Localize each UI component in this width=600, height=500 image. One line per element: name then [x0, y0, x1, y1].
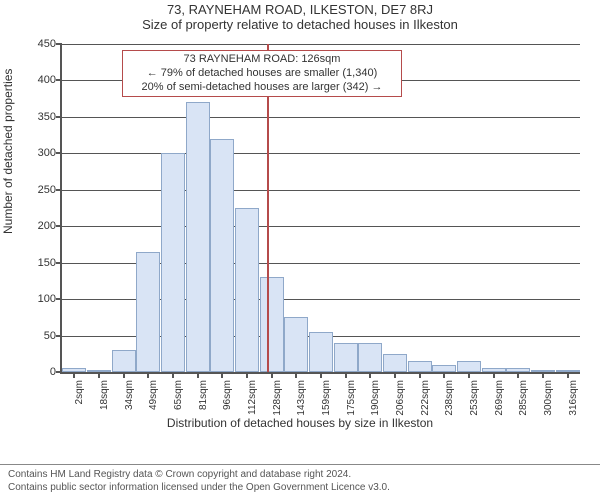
histogram-bar	[432, 365, 456, 372]
gridline-h	[62, 44, 580, 45]
x-axis-label: Distribution of detached houses by size …	[0, 416, 600, 430]
x-tick-mark	[123, 372, 125, 378]
x-tick-label: 269sqm	[494, 380, 505, 416]
y-tick-mark	[56, 189, 62, 191]
x-tick-label: 143sqm	[296, 380, 307, 416]
page-title-address: 73, RAYNEHAM ROAD, ILKESTON, DE7 8RJ	[0, 0, 600, 17]
x-tick-label: 159sqm	[321, 380, 332, 416]
x-tick-mark	[172, 372, 174, 378]
histogram-bar	[112, 350, 136, 372]
x-tick-mark	[345, 372, 347, 378]
x-tick-mark	[295, 372, 297, 378]
histogram-bar	[309, 332, 333, 372]
histogram-bar	[210, 139, 234, 372]
x-tick-label: 49sqm	[148, 380, 159, 410]
annotation-line: 20% of semi-detached houses are larger (…	[127, 81, 397, 95]
x-tick-label: 81sqm	[198, 380, 209, 410]
x-tick-mark	[73, 372, 75, 378]
histogram-bar	[235, 208, 259, 372]
footer-line-1: Contains HM Land Registry data © Crown c…	[8, 469, 592, 482]
x-tick-label: 112sqm	[247, 380, 258, 415]
gridline-h	[62, 226, 580, 227]
x-tick-mark	[493, 372, 495, 378]
y-tick-mark	[56, 116, 62, 118]
y-tick-mark	[56, 79, 62, 81]
histogram-bar	[334, 343, 358, 372]
x-tick-mark	[468, 372, 470, 378]
gridline-h	[62, 117, 580, 118]
x-tick-mark	[542, 372, 544, 378]
histogram-bar	[186, 102, 210, 372]
x-tick-label: 18sqm	[99, 380, 110, 410]
x-tick-label: 206sqm	[395, 380, 406, 416]
x-tick-label: 175sqm	[346, 380, 357, 416]
x-tick-mark	[320, 372, 322, 378]
footer-line-2: Contains public sector information licen…	[8, 482, 592, 495]
gridline-h	[62, 153, 580, 154]
y-tick-mark	[56, 371, 62, 373]
annotation-box: 73 RAYNEHAM ROAD: 126sqm← 79% of detache…	[122, 50, 402, 97]
histogram-bar	[383, 354, 407, 372]
page-subtitle: Size of property relative to detached ho…	[0, 17, 600, 32]
x-tick-label: 253sqm	[469, 380, 480, 416]
x-tick-label: 316sqm	[568, 380, 579, 416]
attribution-footer: Contains HM Land Registry data © Crown c…	[0, 464, 600, 500]
histogram-bar	[136, 252, 160, 372]
y-tick-mark	[56, 225, 62, 227]
histogram-bar	[161, 153, 185, 372]
plot-area: 0501001502002503003504004502sqm18sqm34sq…	[60, 44, 580, 374]
x-tick-mark	[419, 372, 421, 378]
y-tick-mark	[56, 152, 62, 154]
x-tick-mark	[98, 372, 100, 378]
histogram-bar	[408, 361, 432, 372]
y-axis-label: Number of detached properties	[1, 69, 15, 234]
annotation-line: 73 RAYNEHAM ROAD: 126sqm	[127, 53, 397, 67]
x-tick-mark	[394, 372, 396, 378]
x-tick-mark	[369, 372, 371, 378]
histogram-bar	[260, 277, 284, 372]
x-tick-label: 285sqm	[518, 380, 529, 416]
histogram-bar	[358, 343, 382, 372]
gridline-h	[62, 190, 580, 191]
x-tick-mark	[443, 372, 445, 378]
x-tick-mark	[567, 372, 569, 378]
histogram-bar	[284, 317, 308, 372]
x-tick-mark	[517, 372, 519, 378]
x-tick-label: 96sqm	[222, 380, 233, 410]
x-tick-label: 222sqm	[420, 380, 431, 416]
x-tick-label: 65sqm	[173, 380, 184, 410]
x-tick-label: 238sqm	[444, 380, 455, 416]
x-tick-label: 2sqm	[74, 380, 85, 404]
x-tick-label: 34sqm	[124, 380, 135, 410]
y-tick-mark	[56, 298, 62, 300]
x-tick-mark	[147, 372, 149, 378]
annotation-line: ← 79% of detached houses are smaller (1,…	[127, 67, 397, 81]
x-tick-mark	[246, 372, 248, 378]
x-tick-label: 190sqm	[370, 380, 381, 416]
y-tick-mark	[56, 335, 62, 337]
y-tick-mark	[56, 262, 62, 264]
histogram-bar	[457, 361, 481, 372]
chart-container: Number of detached properties 0501001502…	[0, 34, 600, 434]
x-tick-mark	[221, 372, 223, 378]
y-tick-mark	[56, 43, 62, 45]
x-tick-label: 128sqm	[272, 380, 283, 416]
x-tick-mark	[271, 372, 273, 378]
x-tick-label: 300sqm	[543, 380, 554, 416]
x-tick-mark	[197, 372, 199, 378]
